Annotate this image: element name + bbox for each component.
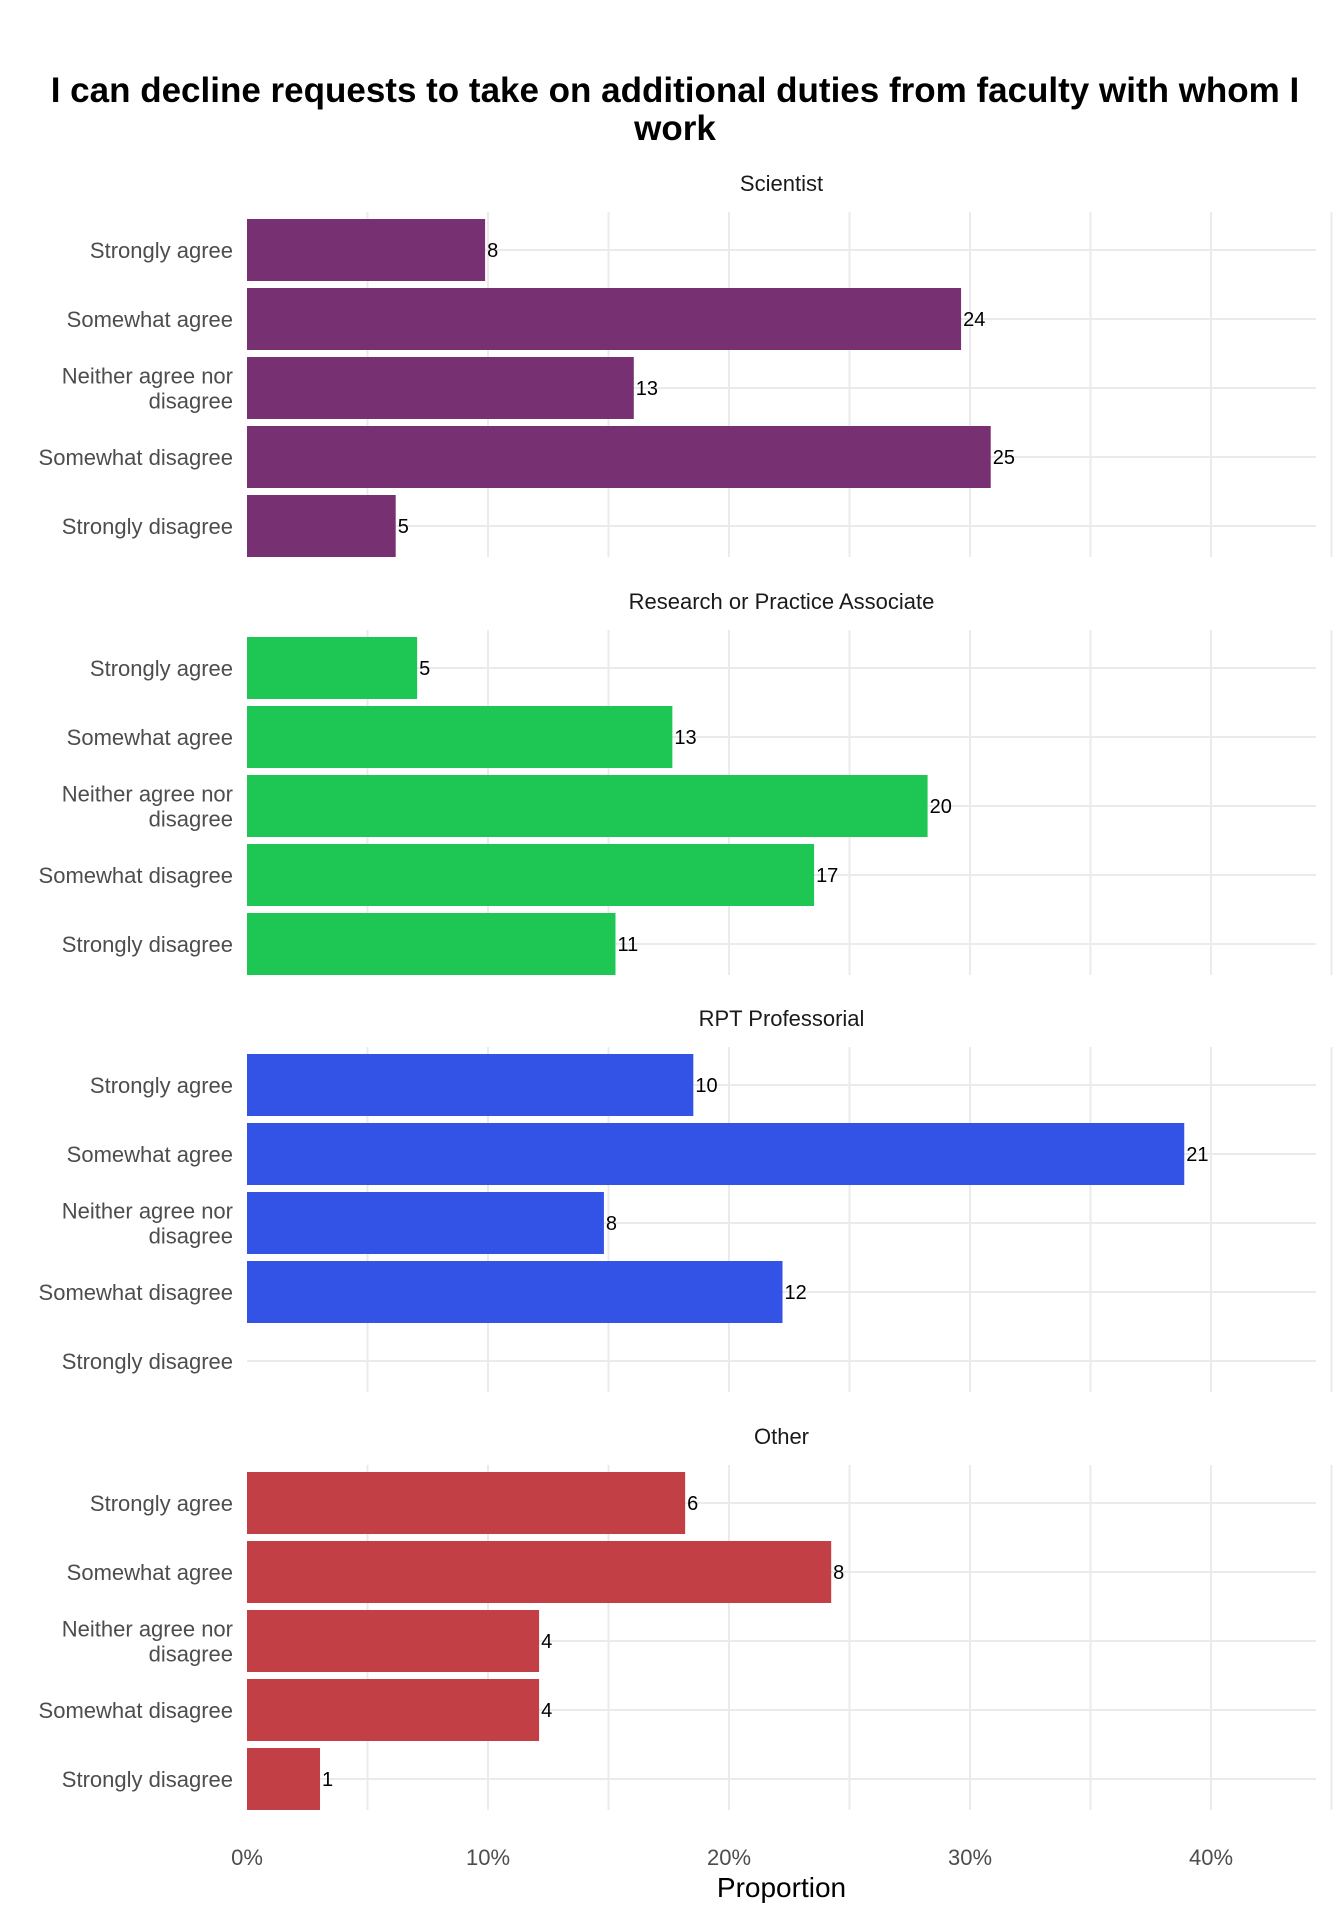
category-label: Somewhat disagree [39,445,233,470]
category-label: Strongly disagree [62,932,233,957]
data-label: 8 [606,1213,617,1235]
data-label: 13 [636,378,658,400]
data-label: 5 [398,516,409,538]
x-tick-label: 30% [948,1845,992,1870]
bar [247,1261,783,1323]
bar [247,1472,686,1534]
category-label: Somewhat disagree [39,863,233,888]
category-label: disagree [149,807,233,832]
category-label: Strongly agree [90,1073,233,1098]
category-label: Somewhat agree [67,1560,233,1585]
bar [247,706,673,768]
category-label: Strongly agree [90,656,233,681]
x-tick-label: 10% [466,1845,510,1870]
x-tick-label: 40% [1189,1845,1233,1870]
x-tick-label: 0% [231,1845,263,1870]
category-label: disagree [149,1224,233,1249]
category-label: Somewhat disagree [39,1280,233,1305]
category-label: Strongly disagree [62,1349,233,1374]
data-label: 20 [930,796,952,818]
category-label: Strongly disagree [62,514,233,539]
category-label: disagree [149,389,233,414]
category-label: Somewhat disagree [39,1698,233,1723]
category-label: Somewhat agree [67,725,233,750]
bar [247,775,928,837]
data-label: 8 [833,1562,844,1584]
bar [247,913,616,975]
data-label: 4 [541,1700,552,1722]
category-label: Somewhat agree [67,307,233,332]
category-label: Neither agree nor [62,364,233,389]
bar [247,1679,540,1741]
x-axis-title: Proportion [717,1872,846,1903]
bar [247,1541,832,1603]
data-label: 8 [487,240,498,262]
data-label: 5 [419,658,430,680]
facet-title: Scientist [740,171,823,196]
category-label: Neither agree nor [62,1199,233,1224]
category-label: Somewhat agree [67,1142,233,1167]
category-label: Strongly disagree [62,1767,233,1792]
bar [247,288,962,350]
bar [247,1123,1185,1185]
facet-title: Research or Practice Associate [629,589,935,614]
bar [247,1192,604,1254]
data-label: 21 [1186,1144,1208,1166]
data-label: 11 [617,934,638,956]
bar [247,426,991,488]
data-label: 1 [322,1769,333,1791]
category-label: Strongly agree [90,238,233,263]
data-label: 24 [963,309,985,331]
data-label: 12 [785,1282,807,1304]
data-label: 4 [541,1631,552,1653]
bar [247,495,396,557]
data-label: 17 [816,865,838,887]
bar [247,219,486,281]
bar [247,357,634,419]
data-label: 13 [674,727,696,749]
bar [247,637,418,699]
category-label: Neither agree nor [62,1617,233,1642]
data-label: 10 [695,1075,717,1097]
bar [247,844,815,906]
category-label: Strongly agree [90,1491,233,1516]
bar [247,1610,540,1672]
facet-title: RPT Professorial [699,1006,865,1031]
bar [247,1748,321,1810]
category-label: disagree [149,1642,233,1667]
category-label: Neither agree nor [62,782,233,807]
chart-title: I can decline requests to take on additi… [50,71,1300,148]
facet-title: Other [754,1424,809,1449]
data-label: 25 [993,447,1015,469]
data-label: 6 [687,1493,698,1515]
x-tick-label: 20% [707,1845,751,1870]
bar [247,1054,694,1116]
